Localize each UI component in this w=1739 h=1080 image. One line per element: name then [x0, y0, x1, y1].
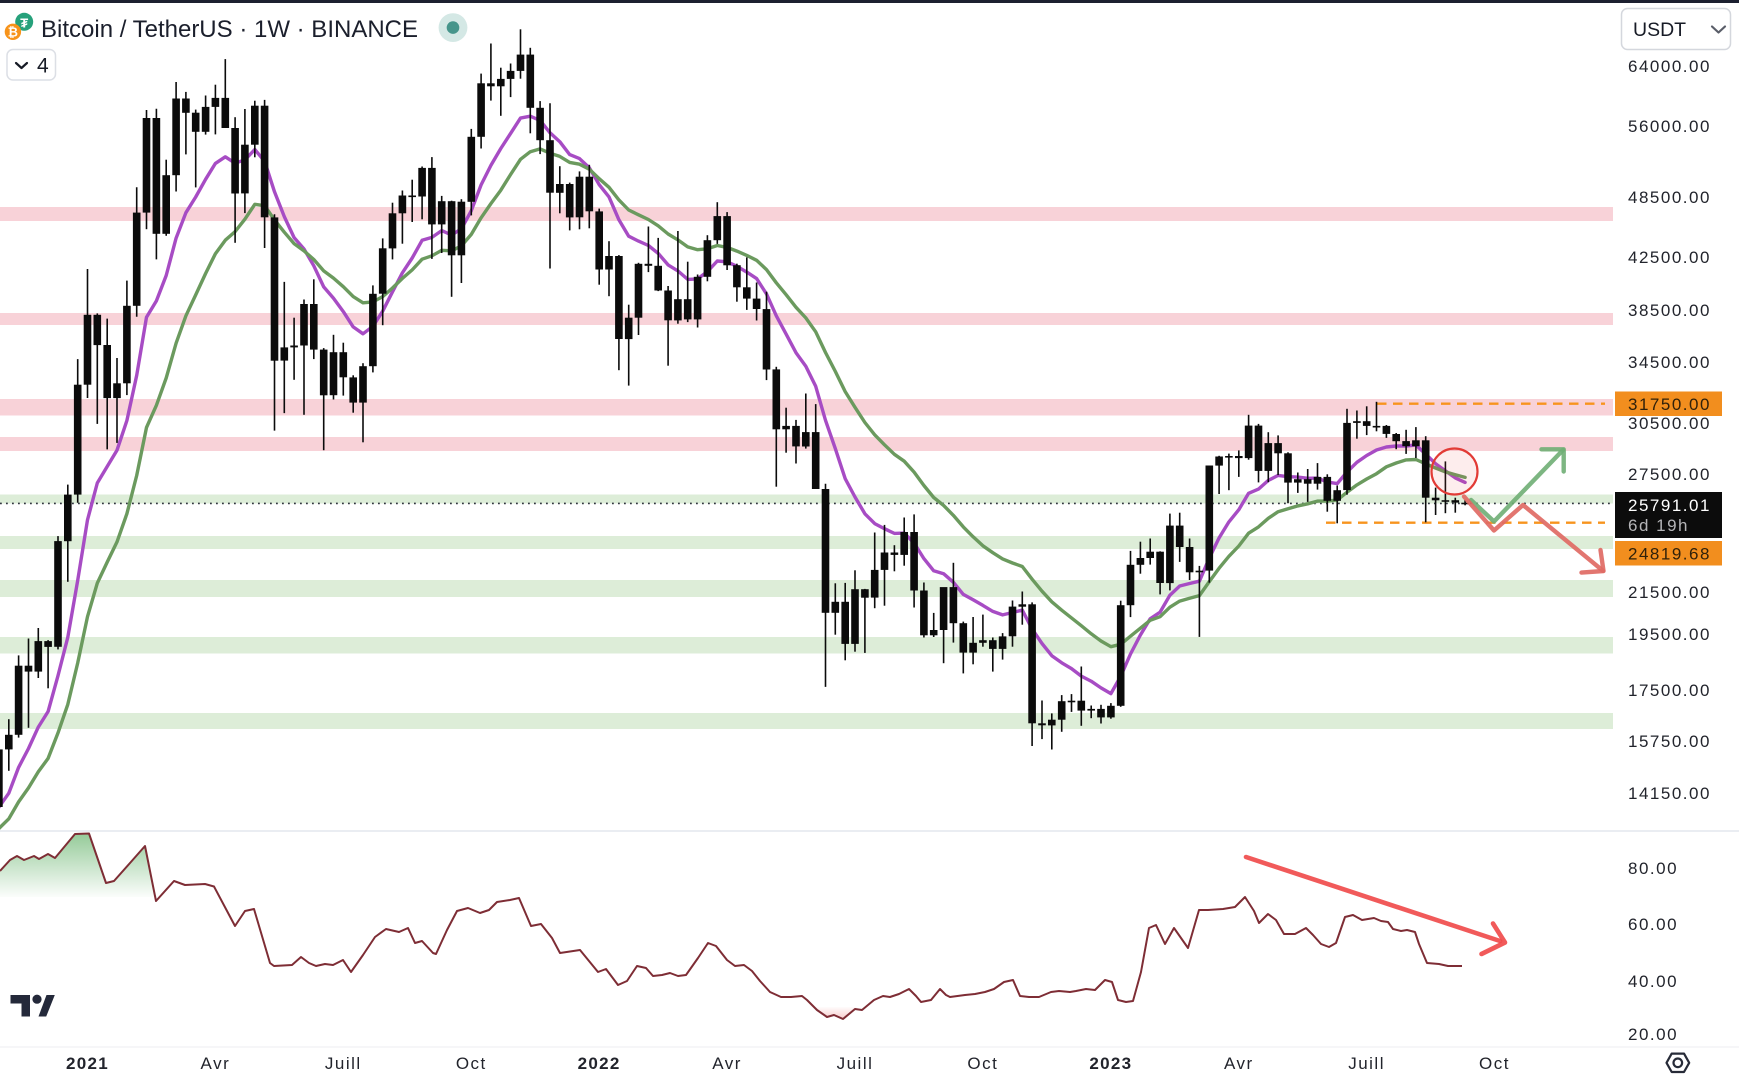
svg-text:6d 19h: 6d 19h — [1628, 516, 1689, 535]
svg-text:34500.00: 34500.00 — [1628, 353, 1711, 372]
svg-text:Juill: Juill — [1348, 1054, 1385, 1073]
svg-text:Oct: Oct — [456, 1054, 487, 1073]
svg-text:15750.00: 15750.00 — [1628, 732, 1711, 751]
svg-text:56000.00: 56000.00 — [1628, 117, 1711, 136]
svg-text:Oct: Oct — [1479, 1054, 1510, 1073]
svg-text:Bitcoin / TetherUS · 1W · BINA: Bitcoin / TetherUS · 1W · BINANCE — [41, 16, 418, 43]
svg-text:31750.00: 31750.00 — [1628, 395, 1711, 414]
svg-text:30500.00: 30500.00 — [1628, 414, 1711, 433]
svg-text:2023: 2023 — [1089, 1054, 1132, 1073]
svg-text:64000.00: 64000.00 — [1628, 57, 1711, 76]
svg-text:19500.00: 19500.00 — [1628, 625, 1711, 644]
svg-text:2021: 2021 — [66, 1054, 109, 1073]
svg-text:48500.00: 48500.00 — [1628, 188, 1711, 207]
svg-text:Juill: Juill — [837, 1054, 874, 1073]
svg-text:Avr: Avr — [201, 1054, 231, 1073]
svg-text:Avr: Avr — [1224, 1054, 1254, 1073]
svg-text:20.00: 20.00 — [1628, 1025, 1678, 1044]
svg-text:14150.00: 14150.00 — [1628, 784, 1711, 803]
svg-text:21500.00: 21500.00 — [1628, 583, 1711, 602]
svg-text:27500.00: 27500.00 — [1628, 465, 1711, 484]
svg-text:17500.00: 17500.00 — [1628, 681, 1711, 700]
svg-text:Avr: Avr — [712, 1054, 742, 1073]
svg-text:60.00: 60.00 — [1628, 915, 1678, 934]
svg-text:₮: ₮ — [20, 15, 28, 30]
svg-text:USDT: USDT — [1633, 19, 1686, 41]
svg-text:4: 4 — [37, 55, 49, 78]
svg-text:38500.00: 38500.00 — [1628, 301, 1711, 320]
svg-text:2022: 2022 — [578, 1054, 621, 1073]
svg-text:40.00: 40.00 — [1628, 972, 1678, 991]
svg-text:24819.68: 24819.68 — [1628, 545, 1711, 564]
svg-text:25791.01: 25791.01 — [1628, 496, 1711, 515]
svg-text:Juill: Juill — [325, 1054, 362, 1073]
svg-text:80.00: 80.00 — [1628, 859, 1678, 878]
svg-text:Oct: Oct — [967, 1054, 998, 1073]
svg-text:42500.00: 42500.00 — [1628, 248, 1711, 267]
svg-text:₿: ₿ — [8, 25, 18, 39]
